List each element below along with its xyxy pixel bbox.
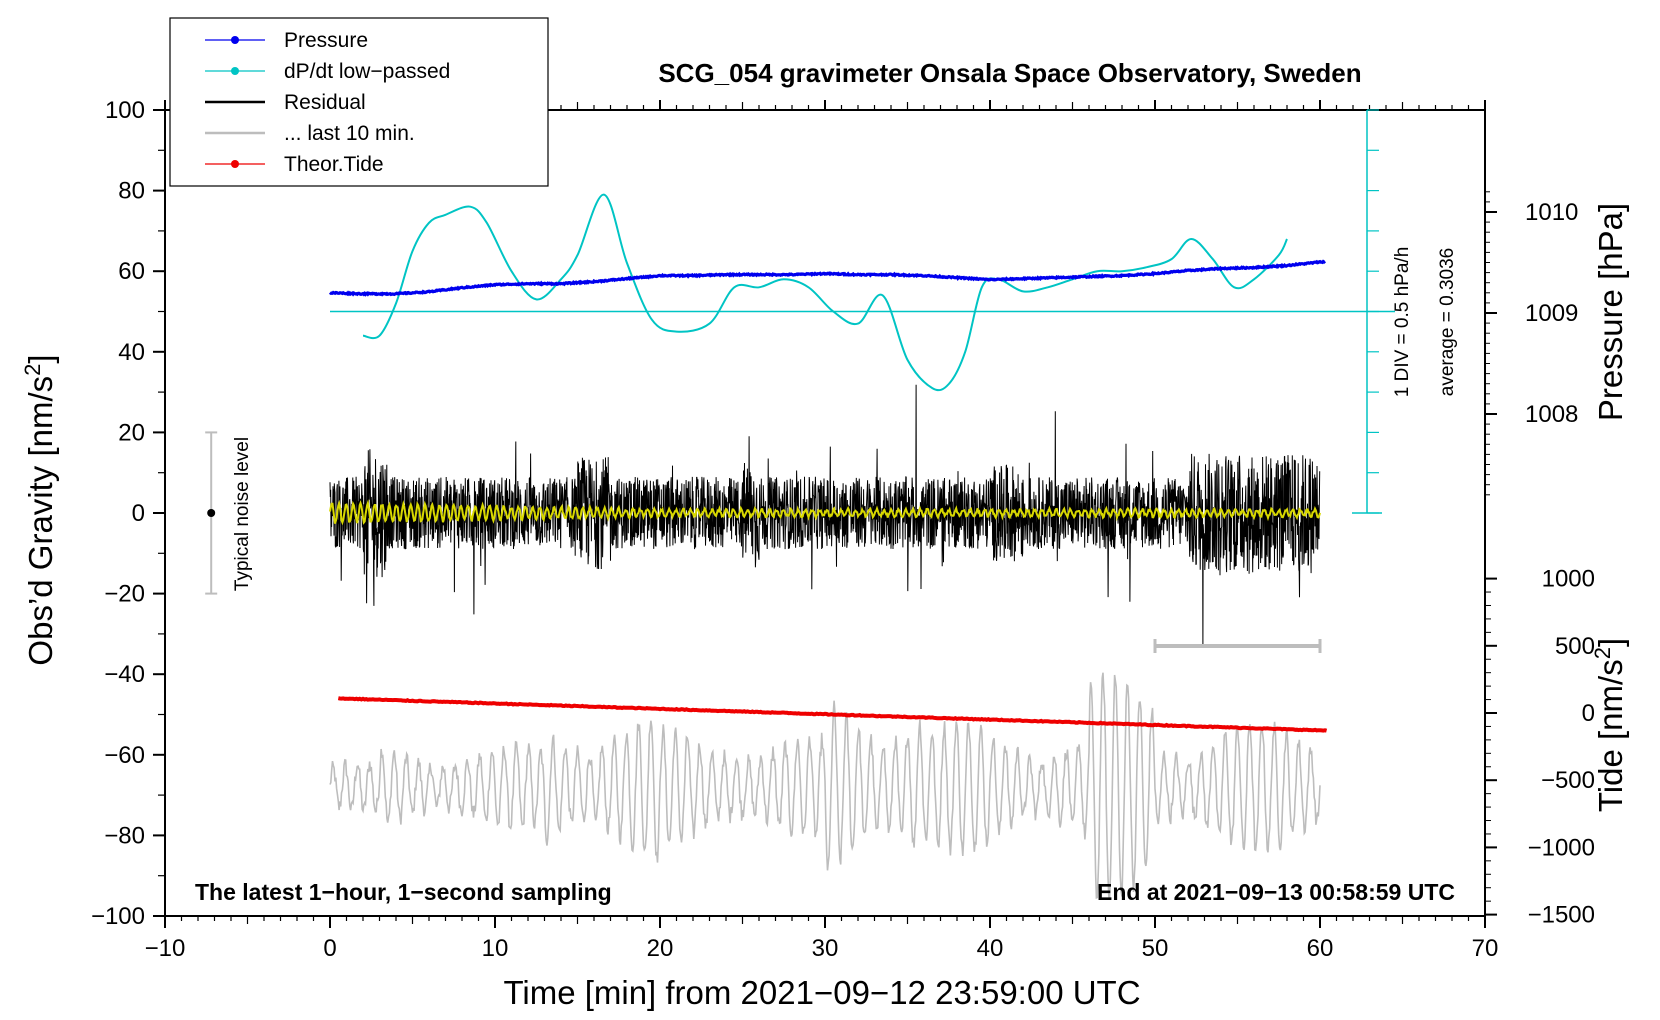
y-tick-label: 60	[118, 258, 145, 285]
y-axis-label-pressure: Pressure [hPa]	[1592, 203, 1629, 421]
last-10-min-line	[329, 672, 1321, 900]
y-tick-label: −20	[104, 581, 145, 608]
last-10-min-marker	[1153, 638, 1322, 653]
x-tick-label: 50	[1142, 935, 1169, 962]
legend-label: ... last 10 min.	[284, 122, 415, 145]
y-axis-label-left: Obs’d Gravity [nm/s2]	[20, 354, 59, 665]
residual-smoothed-line	[329, 499, 1321, 526]
y-tick-label: −80	[104, 822, 145, 849]
x-axis-label: Time [min] from 2021−09−12 23:59:00 UTC	[503, 974, 1140, 1011]
x-tick-label: 30	[812, 935, 839, 962]
y-tick-label: 0	[132, 500, 145, 527]
legend-marker	[231, 67, 239, 75]
chart-title: SCG_054 gravimeter Onsala Space Observat…	[658, 58, 1361, 88]
theor-tide-line	[337, 696, 1328, 733]
x-tick-label: 40	[977, 935, 1004, 962]
x-tick-label: 10	[482, 935, 509, 962]
noise-bar-center	[207, 509, 216, 517]
noise-bar	[205, 431, 218, 595]
y-tick-label: −40	[104, 661, 145, 688]
y-axis-label-tide: Tide [nm/s2]	[1590, 638, 1629, 812]
legend-label: Residual	[284, 91, 366, 114]
x-tick-label: 0	[323, 935, 336, 962]
annotation-end-time: End at 2021−09−13 00:58:59 UTC	[1097, 879, 1455, 905]
noise-label: Typical noise level	[232, 437, 253, 591]
y-tick-label: −60	[104, 742, 145, 769]
x-tick-label: 70	[1472, 935, 1499, 962]
residual-line	[329, 384, 1321, 648]
y-tick-label: 80	[118, 178, 145, 205]
dpdt-line	[362, 193, 1288, 392]
legend-label: dP/dt low−passed	[284, 60, 450, 83]
legend: Pressure dP/dt low−passed Residual ... last…	[169, 17, 549, 187]
tide-tick-label: −1000	[1528, 834, 1595, 861]
dpdt-scale	[1352, 109, 1382, 514]
y-tick-label: 40	[118, 339, 145, 366]
y-tick-label: 20	[118, 419, 145, 446]
tide-tick-label: −1500	[1528, 902, 1595, 929]
div-label: 1 DIV = 0.5 hPa/h	[1392, 247, 1413, 398]
x-tick-label: 60	[1307, 935, 1334, 962]
tide-tick-label: 1000	[1542, 566, 1595, 593]
tide-tick-label: 0	[1582, 700, 1595, 727]
x-tick-label: −10	[145, 935, 186, 962]
series-group	[328, 193, 1395, 900]
pressure-line	[328, 259, 1327, 297]
legend-label: Theor.Tide	[284, 153, 384, 176]
pressure-tick-label: 1008	[1525, 401, 1578, 428]
legend-marker	[231, 36, 239, 44]
legend-label: Pressure	[284, 29, 368, 52]
pressure-tick-label: 1009	[1525, 300, 1578, 327]
y-tick-label: −100	[91, 903, 145, 930]
legend-marker	[231, 160, 239, 168]
average-label: average = 0.3036	[1437, 248, 1458, 396]
axis-tick-labels: −10 0 10 20 30 40 50 60 70100806040200−20−40−60−…	[91, 97, 1595, 962]
y-tick-label: 100	[105, 97, 145, 124]
tide-tick-label: 500	[1555, 633, 1595, 660]
tide-tick-label: −500	[1541, 767, 1595, 794]
annotation-sampling: The latest 1−hour, 1−second sampling	[195, 879, 612, 905]
x-tick-label: 20	[647, 935, 674, 962]
pressure-tick-label: 1010	[1525, 199, 1578, 226]
